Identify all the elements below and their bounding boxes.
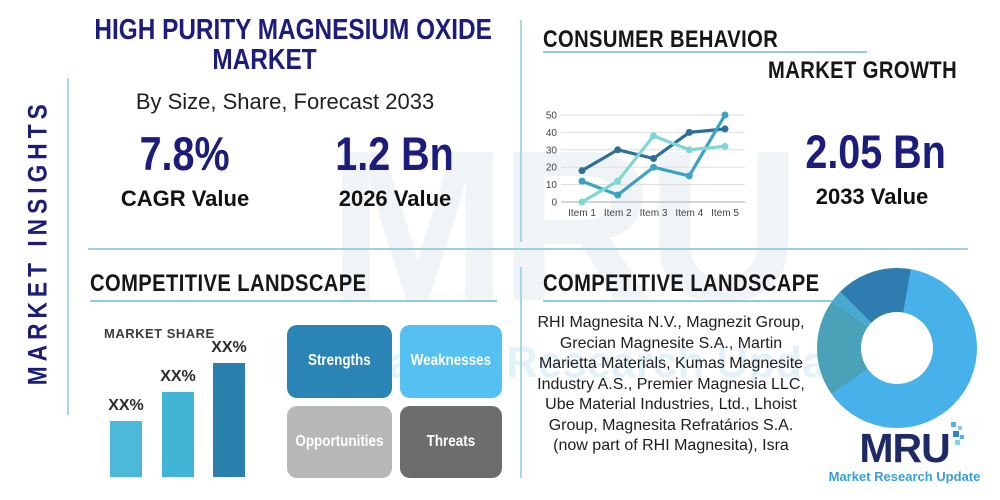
market-share-bar-label-3: XX%: [211, 339, 247, 356]
companies-list: RHI Magnesita N.V., Magnezit Group, Grec…: [537, 314, 805, 454]
market-growth-title: MARKET GROWTH: [700, 57, 957, 85]
cagr-label: CAGR Value: [120, 186, 250, 211]
cagr-value: 7.8%: [139, 127, 230, 180]
market-share-bar-chart: XX% XX% XX%: [103, 335, 253, 477]
mru-logo: MRU Market Research Update: [827, 422, 982, 484]
series-teal-blue-marker: [685, 172, 693, 180]
mru-logo-tagline: Market Research Update: [828, 469, 981, 484]
sidebar-label-text: MARKET INSIGHTS: [22, 99, 53, 386]
market-share-bar-2: [162, 392, 194, 477]
vertical-divider-bottom: [520, 267, 522, 478]
forecast-label: 2033 Value: [815, 184, 929, 209]
y-tick-label: 10: [546, 180, 558, 191]
series-teal-blue-marker: [578, 177, 586, 185]
series-dark-blue-marker: [721, 125, 729, 133]
competitive-landscape-right-underline: [543, 300, 875, 302]
market-share-label: MARKET SHARE: [104, 326, 215, 341]
swot-weaknesses-box: Weaknesses: [399, 325, 502, 398]
series-teal-blue-marker: [650, 163, 657, 171]
competitive-landscape-left-text: COMPETITIVE LANDSCAPE: [90, 270, 367, 297]
series-light-aqua-marker: [650, 132, 657, 140]
swot-strengths-box: Strengths: [287, 325, 392, 398]
x-tick-label: Item 5: [711, 208, 739, 219]
swot-weaknesses-label: Weaknesses: [410, 352, 492, 370]
sidebar-market-insights-label: MARKET INSIGHTS: [23, 63, 54, 423]
market-share-bar-3: [213, 363, 245, 477]
consumer-behavior-underline: [543, 51, 867, 53]
competitive-landscape-left-underline: [90, 300, 497, 302]
y-tick-label: 50: [546, 111, 558, 122]
y-tick-label: 0: [551, 198, 557, 209]
base-year-value: 1.2 Bn: [335, 127, 455, 180]
swot-threats-box: Threats: [399, 405, 502, 478]
swot-threats-label: Threats: [426, 432, 476, 450]
series-light-aqua-marker: [721, 142, 729, 150]
cagr-stat: 7.8% CAGR Value: [105, 128, 265, 212]
series-dark-blue-marker: [578, 167, 586, 175]
series-dark-blue-marker: [685, 128, 693, 136]
swot-strengths-label: Strengths: [308, 352, 371, 370]
market-share-bar-label-2: XX%: [160, 368, 196, 385]
vertical-divider-top: [520, 20, 522, 242]
market-share-bar-1: [110, 421, 142, 477]
swot-opportunities-label: Opportunities: [295, 432, 384, 450]
series-light-aqua-marker: [578, 198, 586, 206]
market-share-bar-label-1: XX%: [108, 397, 144, 414]
watermark: MRU: [328, 105, 802, 346]
company-share-donut-chart: [817, 268, 977, 428]
horizontal-divider: [88, 248, 968, 250]
competitive-landscape-right-text: COMPETITIVE LANDSCAPE: [543, 270, 820, 297]
forecast-value: 2.05 Bn: [805, 125, 946, 178]
x-tick-label: Item 3: [640, 208, 668, 219]
consumer-behavior-text: CONSUMER BEHAVIOR: [543, 26, 779, 53]
y-tick-label: 20: [546, 163, 558, 174]
series-teal-blue-marker: [614, 191, 622, 199]
base-year-label: 2026 Value: [338, 186, 452, 211]
series-light-aqua-marker: [685, 146, 693, 154]
y-tick-label: 30: [546, 145, 558, 156]
series-dark-blue-marker: [614, 146, 622, 154]
market-growth-line-chart: 0 10 20 30 40 50 Item 1 Item 2 Item 3 Item 4 Item …: [546, 111, 745, 219]
x-tick-label: Item 1: [568, 208, 596, 219]
competitive-landscape-right-title: COMPETITIVE LANDSCAPE: [543, 270, 872, 298]
swot-grid: Strengths Weaknesses Opportunities Threa…: [287, 325, 502, 478]
market-growth-text: MARKET GROWTH: [767, 57, 957, 84]
swot-opportunities-box: Opportunities: [287, 405, 392, 478]
x-tick-label: Item 4: [675, 208, 703, 219]
page-title-line2: MARKET: [212, 44, 317, 76]
base-year-stat: 1.2 Bn 2026 Value: [315, 128, 475, 212]
consumer-behavior-title: CONSUMER BEHAVIOR: [543, 26, 823, 54]
series-teal-blue-marker: [721, 111, 729, 119]
sidebar-divider-line: [67, 78, 69, 415]
forecast-stat: 2.05 Bn 2033 Value: [792, 126, 952, 210]
x-tick-label: Item 2: [604, 208, 632, 219]
mru-logo-text: MRU: [859, 425, 950, 471]
page-title-line1: HIGH PURITY MAGNESIUM OXIDE: [94, 14, 492, 46]
series-light-aqua-marker: [614, 177, 622, 185]
page-subtitle: By Size, Share, Forecast 2033: [135, 89, 435, 114]
page-title: HIGH PURITY MAGNESIUM OXIDE MARKET: [62, 14, 492, 76]
competitive-landscape-left-title: COMPETITIVE LANDSCAPE: [90, 270, 419, 298]
series-dark-blue-marker: [650, 155, 657, 162]
y-tick-label: 40: [546, 128, 558, 139]
